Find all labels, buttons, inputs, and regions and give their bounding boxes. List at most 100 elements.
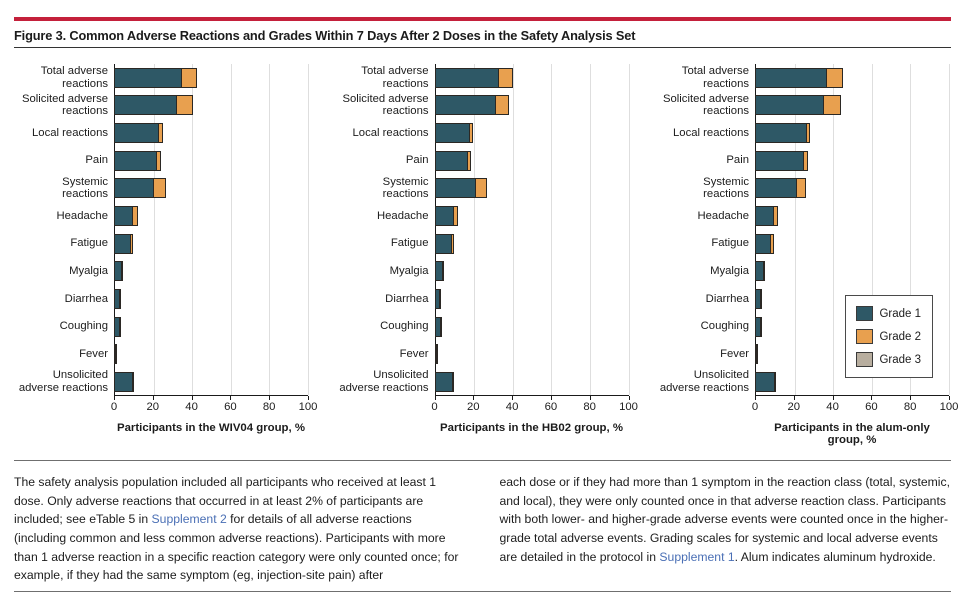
bar-segment-grade-1	[434, 206, 455, 227]
legend-label: Grade 2	[879, 330, 921, 343]
axis-tick-label: 80	[903, 400, 917, 413]
category-label: Solicited adverse reactions	[21, 92, 108, 118]
axis-tick-label: 60	[544, 400, 558, 413]
bar-cell	[434, 206, 631, 227]
bar-cell	[755, 123, 951, 144]
stacked-bar	[114, 316, 310, 337]
stacked-bar	[755, 206, 951, 227]
gridline	[269, 64, 271, 395]
category-label: Systemic reactions	[382, 175, 429, 201]
axis-tick	[152, 395, 154, 400]
bar-segment-grade-1	[755, 206, 775, 227]
axis-tick	[434, 395, 436, 400]
stacked-bar	[434, 95, 631, 116]
category-label: Total adverse reactions	[361, 65, 429, 90]
category-label: Coughing	[59, 320, 108, 333]
bar-segment-grade-2	[497, 67, 514, 88]
bar-row: Unsolicited adverse reactions	[14, 368, 310, 396]
bar-segment-grade-2	[155, 150, 161, 171]
axis-tick	[191, 395, 193, 400]
stacked-bar	[434, 67, 631, 88]
bar-cell	[755, 289, 951, 310]
stacked-bar	[114, 67, 310, 88]
bar-segment-grade-2	[119, 289, 122, 310]
stacked-bar	[434, 233, 631, 254]
axis-tick-label: 20	[146, 400, 160, 413]
bar-segment-grade-2	[770, 233, 775, 254]
category-label: Fatigue	[711, 237, 749, 250]
gridline	[474, 64, 476, 395]
bar-cell	[755, 67, 951, 88]
bar-segment-grade-1	[755, 150, 805, 171]
legend-item: Grade 1	[856, 306, 921, 321]
axis-tick	[473, 395, 475, 400]
bar-cell	[114, 206, 310, 227]
stacked-bar	[755, 178, 951, 199]
bar-row: Local reactions	[655, 119, 951, 147]
bar-segment-grade-2	[774, 372, 777, 393]
bar-segment-grade-2	[439, 316, 442, 337]
axis-tick-label: 20	[787, 400, 801, 413]
axis-tick	[550, 395, 552, 400]
axis-tick	[910, 395, 912, 400]
bar-rows: Total adverse reactions Solicited adverse…	[14, 64, 310, 396]
axis-tick-label: 0	[431, 400, 438, 413]
bar-cell	[755, 95, 951, 116]
bar-segment-grade-2	[157, 123, 164, 144]
bar-row: Myalgia	[14, 258, 310, 286]
x-axis: 0 20 40 60 80 100	[431, 395, 638, 417]
legend: Grade 1 Grade 2 Grade 3	[845, 295, 933, 378]
bar-row: Headache	[14, 202, 310, 230]
bar-segment-grade-1	[114, 206, 134, 227]
category-label: Systemic reactions	[703, 175, 749, 201]
bar-row: Total adverse reactions	[655, 64, 951, 92]
bar-cell	[755, 206, 951, 227]
gridline	[153, 64, 155, 395]
axis-tick	[793, 395, 795, 400]
stacked-bar	[114, 372, 310, 393]
stacked-bar	[434, 372, 631, 393]
bar-cell	[434, 316, 631, 337]
axis-tick-label: 40	[185, 400, 198, 413]
bar-row: Solicited adverse reactions	[14, 92, 310, 120]
category-label: Diarrhea	[64, 292, 108, 305]
bar-segment-grade-1	[755, 178, 798, 199]
title-divider	[14, 47, 951, 48]
category-label: Pain	[405, 154, 429, 167]
plot-area	[114, 64, 309, 396]
category-label: Headache	[376, 209, 429, 222]
bar-segment-grade-1	[114, 178, 155, 199]
bar-segment-grade-2	[181, 67, 197, 88]
bar-row: Local reactions	[14, 119, 310, 147]
legend-item: Grade 3	[856, 352, 921, 367]
bar-row: Solicited adverse reactions	[655, 92, 951, 120]
axis-tick-label: 60	[224, 400, 237, 413]
bar-segment-grade-2	[121, 261, 124, 282]
supplement-link[interactable]: Supplement 2	[151, 512, 227, 527]
bar-row: Coughing	[335, 313, 631, 341]
axis-tick	[308, 395, 309, 400]
x-axis: 0 20 40 60 80 100	[752, 395, 958, 417]
bar-row: Total adverse reactions	[14, 64, 310, 92]
supplement-link[interactable]: Supplement 1	[659, 549, 735, 564]
stacked-bar	[434, 261, 631, 282]
bar-cell	[434, 372, 631, 393]
category-label: Fever	[399, 348, 429, 361]
bar-segment-grade-2	[806, 123, 811, 144]
stacked-bar	[755, 123, 951, 144]
axis-tick-label: 20	[467, 400, 480, 413]
category-label: Unsolicited adverse reactions	[18, 369, 108, 395]
bar-segment-grade-1	[434, 150, 469, 171]
bar-cell	[434, 67, 631, 88]
bar-segment-grade-1	[114, 123, 160, 144]
category-label: Fever	[79, 348, 108, 361]
gridline	[628, 64, 630, 395]
footnote-top-divider	[14, 459, 951, 461]
legend-label: Grade 3	[879, 353, 921, 366]
bar-cell	[114, 372, 310, 393]
gridline	[833, 64, 835, 395]
bar-rows: Total adverse reactions Solicited adverse…	[655, 64, 951, 396]
stacked-bar	[114, 95, 310, 116]
bar-cell	[434, 150, 631, 171]
stacked-bar	[755, 289, 951, 310]
